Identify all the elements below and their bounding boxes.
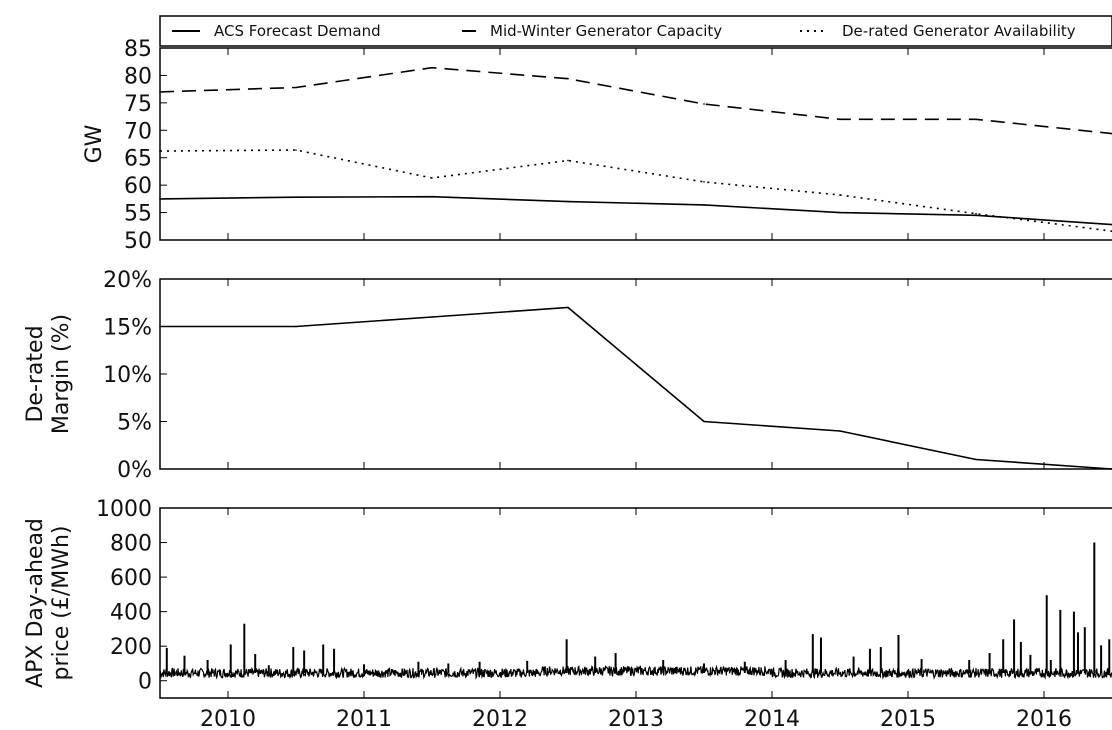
y-tick-label: 65: [124, 147, 152, 172]
x-tick-label: 2012: [472, 707, 528, 730]
y-tick-label: 400: [110, 601, 152, 626]
data-point: [703, 420, 705, 423]
panel-margin-series: [159, 306, 1112, 470]
y-tick-label: 80: [124, 64, 152, 89]
data-point: [295, 325, 297, 328]
panel-price: 0 200 400 600 800 1000 APX Day-aheadprice (£/…: [23, 497, 1112, 699]
series-line-solid: [160, 306, 1112, 470]
y-tick-label: 800: [110, 532, 152, 557]
legend-frame: [159, 15, 1112, 47]
series-line-dotted: [159, 149, 1112, 232]
data-point: [431, 177, 433, 179]
data-point: [839, 430, 841, 432]
panel-generation-ylabel: GW: [82, 124, 107, 163]
legend-label-capacity: Mid-Winter Generator Capacity: [490, 22, 722, 40]
panel-margin: 0% 5% 10% 15% 20% De-ratedMargin (%): [23, 268, 1112, 483]
x-tick-label: 2015: [880, 707, 936, 730]
data-point: [975, 212, 977, 215]
panel-margin-frame: [159, 278, 1112, 470]
data-point: [839, 118, 841, 121]
data-point: [567, 306, 569, 309]
data-point: [295, 196, 297, 199]
data-point: [159, 150, 161, 152]
data-point: [975, 214, 977, 217]
data-point: [431, 195, 433, 198]
data-point: [703, 181, 705, 183]
data-point: [975, 458, 977, 461]
panel-price-ylabel: APX Day-aheadprice (£/MWh): [23, 518, 74, 688]
legend: ACS Forecast Demand Mid-Winter Generator…: [159, 15, 1112, 47]
x-tick-label: 2014: [744, 707, 800, 730]
data-point: [839, 211, 841, 214]
y-tick-label: 50: [124, 229, 152, 254]
x-tick-label: 2011: [336, 707, 392, 730]
panel-margin-y-ticks: 0% 5% 10% 15% 20%: [103, 268, 167, 483]
panel-generation-frame: [159, 47, 1112, 241]
y-tick-label: 15%: [103, 316, 152, 341]
y-tick-label: 0: [138, 670, 152, 695]
x-axis: 2010 2011 2012 2013 2014 2015 2016: [200, 48, 1072, 730]
y-tick-label: 55: [124, 202, 152, 227]
price-series-line: [159, 664, 1112, 680]
x-tick-label: 2010: [200, 707, 256, 730]
x-tick-label: 2013: [608, 707, 664, 730]
y-tick-label: 1000: [96, 497, 152, 522]
panel-generation-series: [159, 66, 1112, 233]
data-point: [159, 91, 161, 93]
data-point: [567, 159, 569, 162]
data-point: [431, 316, 433, 318]
data-point: [567, 77, 569, 80]
y-tick-label: 70: [124, 119, 152, 144]
y-tick-label: 75: [124, 92, 152, 117]
legend-label-availability: De-rated Generator Availability: [842, 22, 1076, 40]
data-point: [295, 86, 297, 89]
y-tick-label: 85: [124, 37, 152, 62]
data-point: [975, 118, 977, 121]
panel-price-frame: [159, 507, 1112, 699]
data-point: [703, 103, 705, 105]
series-line-solid: [159, 195, 1112, 226]
y-tick-label: 600: [110, 566, 152, 591]
y-tick-label: 5%: [117, 411, 152, 436]
x-tick-label: 2016: [1016, 707, 1072, 730]
data-point: [567, 200, 569, 203]
y-tick-label: 20%: [103, 268, 152, 293]
y-tick-label: 0%: [117, 458, 152, 483]
data-point: [295, 149, 297, 151]
data-point: [159, 198, 161, 200]
legend-label-demand: ACS Forecast Demand: [214, 22, 381, 40]
data-point: [839, 194, 841, 196]
panel-price-y-ticks: 0 200 400 600 800 1000: [96, 497, 167, 695]
y-tick-label: 60: [124, 174, 152, 199]
data-point: [431, 66, 433, 69]
panel-margin-ylabel: De-ratedMargin (%): [23, 314, 74, 434]
series-line-dashed: [159, 66, 1112, 135]
y-tick-label: 10%: [103, 363, 152, 388]
data-point: [703, 204, 705, 206]
panel-price-series: [159, 542, 1112, 680]
y-tick-label: 200: [110, 635, 152, 660]
data-point: [159, 325, 161, 328]
